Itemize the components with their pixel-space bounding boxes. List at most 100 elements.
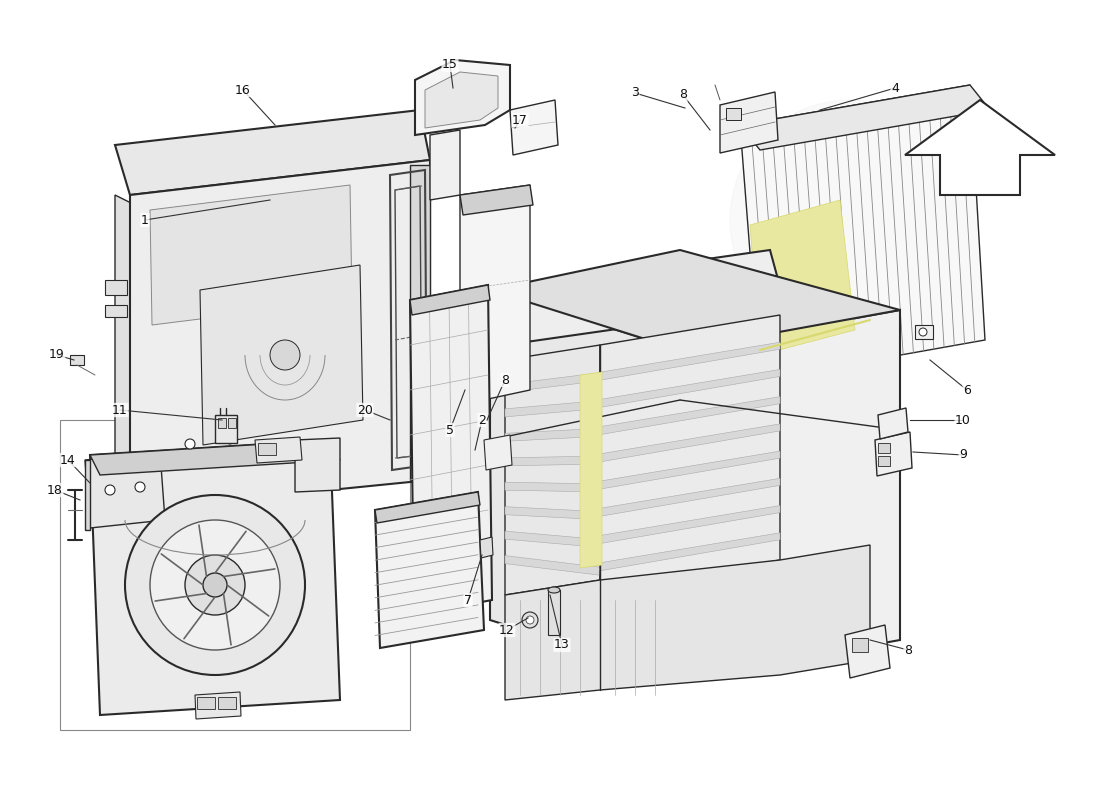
Polygon shape [600, 451, 780, 489]
Polygon shape [295, 438, 340, 492]
Polygon shape [415, 60, 510, 135]
Polygon shape [460, 185, 534, 215]
Text: 4: 4 [891, 82, 899, 94]
Text: 9: 9 [959, 449, 967, 462]
Text: 11: 11 [112, 403, 128, 417]
Text: 3: 3 [631, 86, 639, 99]
Polygon shape [510, 100, 558, 155]
Polygon shape [874, 432, 912, 476]
Polygon shape [490, 290, 680, 680]
Polygon shape [600, 424, 780, 462]
Polygon shape [90, 440, 340, 715]
Text: 14: 14 [60, 454, 76, 466]
Bar [70, 355, 84, 365]
Text: 12: 12 [499, 623, 515, 637]
Polygon shape [600, 315, 780, 590]
Polygon shape [85, 460, 90, 530]
Bar [218, 697, 236, 709]
Text: 8: 8 [500, 374, 509, 386]
Bar [218, 418, 226, 428]
Text: a passion for parts.com: a passion for parts.com [305, 403, 656, 557]
Polygon shape [750, 200, 855, 355]
Polygon shape [505, 373, 600, 393]
Circle shape [918, 328, 927, 336]
Circle shape [125, 495, 305, 675]
Polygon shape [195, 692, 241, 719]
Circle shape [135, 482, 145, 492]
Polygon shape [150, 185, 352, 325]
Polygon shape [484, 435, 512, 470]
Circle shape [730, 100, 970, 340]
Bar [104, 305, 126, 317]
Text: 6: 6 [964, 383, 971, 397]
Bar [104, 280, 126, 295]
Circle shape [227, 438, 233, 444]
Circle shape [204, 573, 227, 597]
Polygon shape [505, 345, 600, 595]
Polygon shape [85, 452, 165, 528]
Bar [878, 443, 890, 453]
Circle shape [270, 340, 300, 370]
Polygon shape [490, 250, 785, 345]
Polygon shape [720, 92, 778, 153]
Polygon shape [480, 537, 493, 558]
Polygon shape [600, 506, 780, 543]
Polygon shape [375, 492, 480, 523]
Text: 13: 13 [554, 638, 570, 651]
Circle shape [526, 616, 534, 624]
Bar [60, 420, 410, 730]
Text: 5: 5 [446, 423, 454, 437]
Polygon shape [600, 478, 780, 516]
Polygon shape [490, 250, 900, 350]
Polygon shape [375, 492, 484, 648]
Polygon shape [600, 397, 780, 434]
Polygon shape [878, 408, 908, 439]
Polygon shape [505, 456, 600, 466]
Polygon shape [505, 545, 870, 700]
Polygon shape [505, 506, 600, 520]
Polygon shape [600, 342, 780, 380]
Polygon shape [740, 85, 990, 150]
Text: 15: 15 [442, 58, 458, 71]
Bar [228, 418, 236, 428]
Polygon shape [410, 285, 490, 315]
Text: 10: 10 [955, 414, 971, 426]
Polygon shape [740, 85, 984, 380]
Polygon shape [130, 160, 430, 510]
Polygon shape [460, 185, 530, 405]
Polygon shape [580, 372, 602, 568]
Ellipse shape [548, 587, 560, 593]
Text: 19: 19 [50, 349, 65, 362]
Bar [214, 415, 236, 443]
Polygon shape [410, 165, 430, 480]
Circle shape [185, 439, 195, 449]
Polygon shape [505, 555, 600, 575]
Text: 20: 20 [358, 403, 373, 417]
Polygon shape [680, 310, 900, 680]
Circle shape [185, 555, 245, 615]
Bar [852, 638, 868, 652]
Polygon shape [505, 428, 600, 442]
Bar [197, 697, 215, 709]
Text: 18: 18 [47, 483, 63, 497]
Polygon shape [505, 401, 600, 417]
Text: 7: 7 [464, 594, 472, 606]
Text: 8: 8 [904, 643, 912, 657]
Polygon shape [505, 482, 600, 492]
Text: 17: 17 [513, 114, 528, 126]
Polygon shape [505, 531, 600, 547]
Polygon shape [600, 533, 780, 570]
Polygon shape [845, 625, 890, 678]
Polygon shape [90, 440, 340, 475]
Circle shape [522, 612, 538, 628]
Polygon shape [410, 285, 492, 615]
Circle shape [104, 485, 116, 495]
Bar [548, 590, 560, 635]
Polygon shape [600, 370, 780, 407]
Bar [878, 456, 890, 466]
Polygon shape [425, 72, 498, 128]
Text: 8: 8 [679, 89, 688, 102]
Polygon shape [116, 195, 135, 510]
Bar [915, 325, 933, 339]
Bar [258, 443, 276, 455]
